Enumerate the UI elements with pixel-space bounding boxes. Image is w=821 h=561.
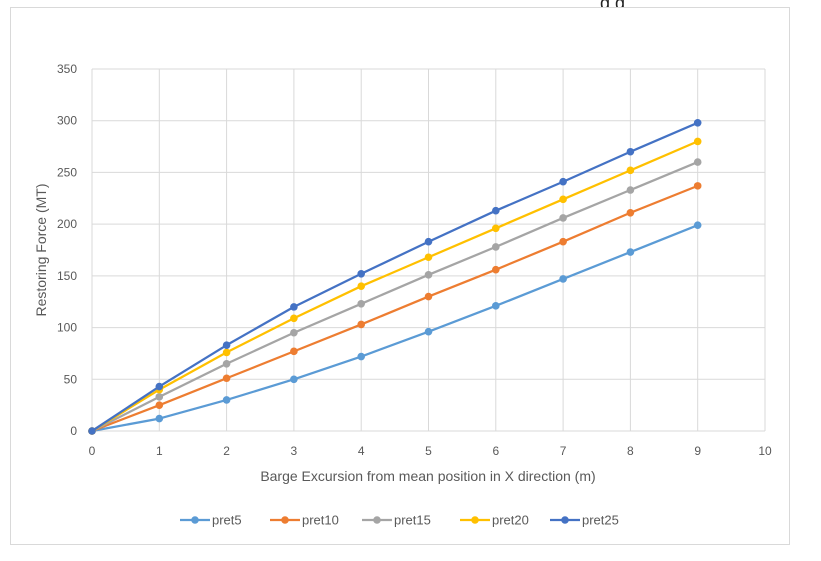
- data-point-pret20: [424, 253, 433, 262]
- data-point-pret15: [357, 299, 366, 308]
- data-point-pret15: [626, 186, 635, 194]
- legend-swatch-marker: [191, 516, 199, 524]
- data-point-pret10: [357, 320, 366, 329]
- series-group: [88, 118, 702, 435]
- data-point-pret15: [492, 243, 500, 251]
- legend-label: pret5: [212, 513, 242, 528]
- data-point-pret5: [424, 327, 433, 336]
- data-point-pret25: [88, 427, 96, 435]
- data-point-pret15: [424, 271, 433, 279]
- data-point-pret20: [626, 166, 635, 175]
- y-tick-label: 250: [57, 165, 77, 179]
- legend-item-pret5: pret5: [180, 513, 242, 528]
- data-point-pret10: [693, 182, 702, 190]
- series-line-pret20: [90, 140, 699, 433]
- legend-item-pret15: pret15: [362, 513, 431, 528]
- legend-label: pret25: [582, 513, 619, 528]
- legend-item-pret25: pret25: [550, 513, 619, 528]
- data-point-pret10: [424, 292, 433, 301]
- data-point-pret10: [222, 374, 231, 383]
- y-tick-label: 50: [64, 372, 78, 386]
- data-point-pret5: [357, 352, 366, 361]
- data-point-pret25: [559, 177, 567, 186]
- data-point-pret25: [222, 341, 231, 349]
- series-line-pret5: [90, 224, 699, 433]
- data-point-pret25: [290, 303, 298, 311]
- data-point-pret5: [559, 275, 567, 283]
- data-point-pret10: [155, 401, 164, 409]
- legend-swatch-marker: [561, 516, 569, 524]
- series-pret15: [88, 158, 702, 435]
- data-point-pret15: [155, 393, 164, 401]
- data-point-pret5: [155, 414, 164, 423]
- x-tick-label: 6: [492, 444, 499, 458]
- data-point-pret20: [559, 195, 567, 204]
- legend-item-pret10: pret10: [270, 513, 339, 528]
- legend-swatch-marker: [373, 516, 381, 524]
- data-point-pret25: [357, 269, 366, 278]
- y-tick-label: 350: [57, 62, 77, 76]
- x-tick-label: 10: [758, 444, 772, 458]
- data-point-pret5: [290, 375, 298, 384]
- x-tick-label: 0: [89, 444, 96, 458]
- data-point-pret10: [559, 237, 567, 246]
- legend-item-pret20: pret20: [460, 513, 529, 528]
- series-line-pret25: [90, 121, 699, 433]
- data-point-pret25: [693, 118, 702, 127]
- data-point-pret20: [222, 348, 231, 357]
- x-tick-label: 7: [560, 444, 567, 458]
- x-tick-label: 9: [694, 444, 701, 458]
- legend-label: pret15: [394, 513, 431, 528]
- x-axis-title: Barge Excursion from mean position in X …: [260, 468, 595, 484]
- y-axis-title: Restoring Force (MT): [33, 183, 49, 316]
- x-tick-label: 3: [291, 444, 298, 458]
- y-tick-label: 150: [57, 269, 77, 283]
- x-tick-label: 4: [358, 444, 365, 458]
- series-pret5: [88, 221, 702, 435]
- x-tick-label: 8: [627, 444, 634, 458]
- gridlines: [91, 68, 766, 432]
- data-point-pret20: [357, 282, 366, 291]
- data-point-pret15: [559, 214, 567, 222]
- data-point-pret15: [290, 328, 298, 337]
- data-point-pret25: [155, 382, 164, 391]
- x-tick-label: 5: [425, 444, 432, 458]
- data-point-pret10: [492, 265, 500, 274]
- series-line-pret15: [90, 160, 699, 433]
- x-axis-ticks: 0 1 2 3 4 5 6 7 8 9 10: [89, 444, 772, 458]
- data-point-pret20: [492, 224, 500, 233]
- series-pret20: [88, 137, 702, 435]
- data-point-pret10: [290, 347, 298, 356]
- data-point-pret20: [693, 137, 702, 146]
- data-point-pret20: [290, 314, 298, 323]
- legend-swatch-marker: [471, 516, 479, 524]
- legend-swatch-marker: [281, 516, 289, 524]
- series-line-pret10: [90, 184, 699, 433]
- data-point-pret15: [222, 359, 231, 368]
- y-tick-label: 200: [57, 217, 77, 231]
- data-point-pret5: [693, 221, 702, 229]
- y-tick-label: 0: [70, 424, 77, 438]
- data-point-pret25: [424, 237, 433, 246]
- legend-label: pret10: [302, 513, 339, 528]
- y-tick-label: 100: [57, 321, 77, 335]
- x-tick-label: 2: [223, 444, 230, 458]
- legend: pret5 pret10 pret15 pret20 pret25: [180, 513, 619, 528]
- data-point-pret25: [492, 206, 500, 215]
- series-pret10: [88, 182, 702, 435]
- x-tick-label: 1: [156, 444, 163, 458]
- data-point-pret15: [693, 158, 702, 166]
- y-axis-ticks: 0 50 100 150 200 250 300 350: [57, 62, 77, 438]
- legend-label: pret20: [492, 513, 529, 528]
- data-point-pret5: [222, 396, 231, 404]
- series-pret25: [88, 118, 702, 435]
- data-point-pret5: [492, 302, 500, 310]
- data-point-pret5: [626, 248, 635, 256]
- data-point-pret25: [626, 147, 635, 156]
- data-point-pret10: [626, 208, 635, 217]
- y-tick-label: 300: [57, 114, 77, 128]
